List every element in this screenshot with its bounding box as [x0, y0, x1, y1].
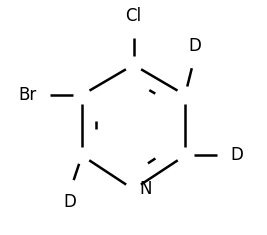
Text: D: D — [189, 37, 202, 55]
Text: D: D — [230, 146, 243, 164]
Text: N: N — [140, 180, 152, 198]
Text: D: D — [63, 193, 76, 211]
Text: Cl: Cl — [125, 7, 142, 25]
Text: Br: Br — [18, 86, 37, 104]
